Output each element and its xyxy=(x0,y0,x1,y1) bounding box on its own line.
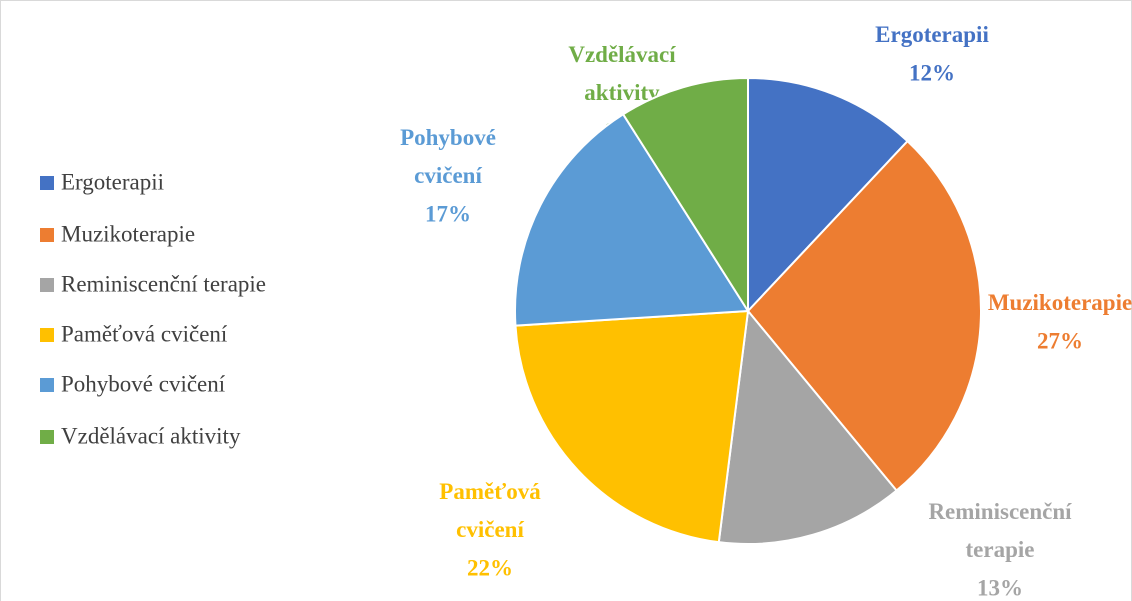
legend-label: Vzdělávací aktivity xyxy=(61,423,241,448)
pie-slice xyxy=(747,76,909,314)
data-label-line: Paměťová xyxy=(439,479,541,504)
legend-swatch xyxy=(40,176,54,190)
data-label-line: Reminiscenční xyxy=(928,499,1072,524)
data-label-category: Ergoterapii xyxy=(875,22,989,47)
legend-label: Muzikoterapie xyxy=(61,221,195,246)
legend-swatch xyxy=(40,430,54,444)
data-label-line: Vzdělávací xyxy=(568,42,676,67)
data-label-line: Ergoterapii xyxy=(875,22,989,47)
legend-swatch xyxy=(40,228,54,242)
data-label-line: Pohybové xyxy=(400,125,496,150)
data-label-category: Paměťová cvičení xyxy=(439,479,541,542)
legend-label: Reminiscenční terapie xyxy=(61,271,266,296)
data-label-value: 17% xyxy=(425,201,471,226)
pie-slice xyxy=(717,308,898,545)
data-label-category: Pohybové cvičení xyxy=(400,125,496,188)
legend-swatch xyxy=(40,278,54,292)
data-label-value: 13% xyxy=(977,575,1023,600)
data-label-category: Reminiscenční terapie xyxy=(928,499,1072,562)
data-label-line: Muzikoterapie xyxy=(988,290,1132,315)
pie-slice xyxy=(514,309,750,544)
data-label-value: 12% xyxy=(909,60,955,85)
data-label-value: 22% xyxy=(467,555,513,580)
legend-label: Paměťová cvičení xyxy=(61,321,228,346)
pie-slice xyxy=(746,139,982,492)
data-label-category: Muzikoterapie xyxy=(988,290,1132,315)
pie-slice xyxy=(514,112,750,327)
legend-label: Ergoterapii xyxy=(61,169,164,194)
data-label-category: Vzdělávací aktivity xyxy=(568,42,676,105)
legend-swatch xyxy=(40,328,54,342)
data-label-line: cvičení xyxy=(414,163,482,188)
data-label-line: terapie xyxy=(966,537,1035,562)
legend-swatch xyxy=(40,378,54,392)
data-label-line: cvičení xyxy=(456,517,524,542)
pie-slice xyxy=(621,76,749,315)
legend-label: Pohybové cvičení xyxy=(61,371,226,396)
data-label-value: 27% xyxy=(1037,328,1083,353)
